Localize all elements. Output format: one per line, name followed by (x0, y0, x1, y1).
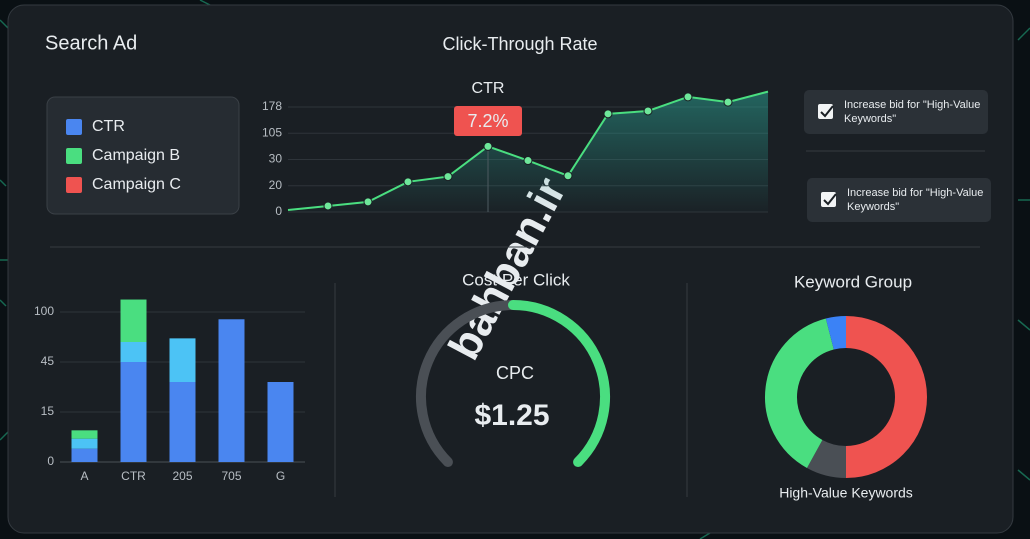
bar-segment (169, 338, 196, 382)
note-line: Keywords" (844, 113, 896, 125)
point (363, 197, 373, 207)
note-line: Keywords" (847, 201, 899, 213)
point (403, 177, 413, 187)
gauge-track (416, 300, 518, 468)
y-tick-label: 30 (269, 152, 283, 166)
note-card (807, 178, 991, 222)
note-text: Increase bid for "High-Value Keywords" (844, 99, 980, 125)
bar-segment (71, 448, 98, 462)
check-icon (818, 104, 833, 119)
check-icon (821, 192, 836, 207)
legend-label: Campaign B (92, 147, 180, 164)
chart-title: Click-Through Rate (442, 34, 597, 54)
bar-segment (267, 382, 294, 462)
y-tick-label: 45 (41, 354, 55, 368)
note-text: Increase bid for "High-Value Keywords" (847, 187, 983, 213)
bar-segment (71, 430, 98, 439)
point (323, 201, 333, 211)
point (443, 172, 453, 182)
chart-label: High-Value Keywords (779, 485, 913, 501)
check-mark (820, 105, 834, 118)
point (563, 171, 573, 181)
point (603, 109, 613, 119)
legend-swatch (66, 177, 82, 193)
bar-segment (120, 362, 147, 462)
point (643, 106, 653, 116)
point (483, 141, 493, 151)
note-card (804, 90, 988, 134)
legend-label: Campaign C (92, 176, 181, 193)
annotation-title: CTR (472, 80, 505, 97)
gauge-label: CPC (496, 363, 534, 383)
chart-title: Keyword Group (794, 272, 912, 291)
x-tick-label: 205 (172, 469, 192, 483)
donut-segment (845, 316, 927, 478)
bar-segment (218, 319, 245, 462)
annotation-label: 7.2% (467, 111, 508, 131)
note-line: Increase bid for "High-Value (847, 187, 983, 199)
chart-title: Cost Per Click (462, 270, 570, 289)
annotation-box (454, 106, 522, 136)
bar-segment (120, 342, 147, 362)
point (523, 156, 533, 166)
legend-swatch (66, 148, 82, 164)
x-tick-label: A (80, 469, 88, 483)
legend-swatch (66, 119, 82, 135)
donut-segment (806, 439, 847, 478)
y-tick-label: 105 (262, 125, 282, 139)
check-mark (823, 193, 837, 206)
header-title: Search Ad (45, 32, 137, 54)
bar-segment (120, 299, 147, 342)
gauge-value-label: $1.25 (474, 399, 549, 432)
x-tick-label: G (276, 469, 285, 483)
x-tick-label: CTR (121, 469, 146, 483)
legend-box (46, 96, 240, 215)
y-tick-label: 15 (41, 404, 55, 418)
point (683, 92, 693, 102)
y-tick-label: 20 (269, 178, 283, 192)
y-tick-label: 0 (275, 204, 282, 218)
y-tick-label: 178 (262, 99, 282, 113)
bar-segment (71, 438, 98, 449)
y-tick-label: 0 (47, 454, 54, 468)
x-tick-label: 705 (221, 469, 241, 483)
note-line: Increase bid for "High-Value (844, 99, 980, 111)
bar-segment (169, 382, 196, 462)
donut-segment (765, 318, 835, 468)
legend-label: CTR (92, 118, 125, 135)
y-tick-label: 100 (34, 304, 54, 318)
gauge-value (508, 300, 610, 468)
point (723, 97, 733, 107)
donut-segment (825, 316, 847, 350)
